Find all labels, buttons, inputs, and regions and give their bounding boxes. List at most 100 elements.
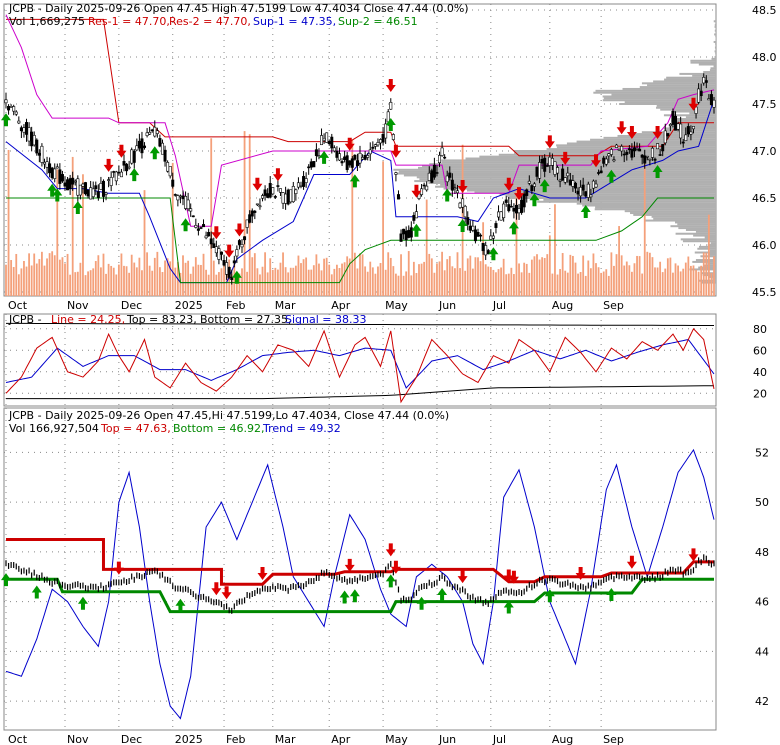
candle-body xyxy=(355,160,359,167)
profile-bar xyxy=(709,69,716,72)
candle-body xyxy=(35,139,39,154)
volume-bar xyxy=(528,272,531,296)
volume-bar xyxy=(164,260,166,296)
candle-body xyxy=(184,196,188,209)
volume-bar xyxy=(669,257,672,296)
volume-bar xyxy=(302,259,305,296)
candle-body xyxy=(202,224,206,228)
profile-bar xyxy=(619,103,716,105)
volume-bar xyxy=(487,266,490,296)
sell-arrow xyxy=(252,177,263,191)
candle-body xyxy=(509,205,513,208)
month-label: Nov xyxy=(67,733,89,745)
volume-bar xyxy=(464,270,467,296)
candle-body xyxy=(55,166,59,169)
volume-bar xyxy=(620,255,623,296)
sell-arrow xyxy=(390,560,401,574)
volume-bar xyxy=(146,252,148,296)
volume-bar xyxy=(123,265,125,296)
price-axis: 48.5 48.0 47.5 47.0 46.5 46.0 45.5 xyxy=(752,4,777,299)
buy-arrow xyxy=(580,204,591,218)
volume-bar xyxy=(117,264,120,296)
volume-bar xyxy=(56,169,59,296)
volume-bar xyxy=(700,265,703,296)
volume-bar xyxy=(518,263,520,296)
candle-body xyxy=(632,147,636,152)
candle-body xyxy=(681,141,685,144)
candle-body xyxy=(697,88,701,103)
candle-body xyxy=(556,167,560,174)
candle-body xyxy=(391,134,395,140)
volume-bar xyxy=(438,261,441,296)
trend-header-vol: Vol 166,927,504 xyxy=(9,422,99,435)
candle-body xyxy=(307,166,311,169)
profile-bar xyxy=(675,232,716,235)
volume-bar xyxy=(436,263,438,296)
volume-bar xyxy=(41,251,43,296)
volume-bar xyxy=(15,253,18,296)
volume-bar xyxy=(443,270,446,296)
candle-body xyxy=(332,147,336,152)
candle-body xyxy=(404,230,408,241)
volume-bar xyxy=(25,266,28,296)
candle-body xyxy=(686,126,690,135)
candle-body xyxy=(173,194,177,196)
candle-body xyxy=(127,166,131,169)
profile-bar xyxy=(543,198,716,201)
volume-bar xyxy=(264,252,266,296)
candle-body xyxy=(99,183,103,190)
candle-body xyxy=(522,193,526,208)
volume-bar xyxy=(89,270,92,296)
volume-bar xyxy=(654,267,656,296)
trend-tick-label: 48 xyxy=(755,546,769,559)
volume-bar xyxy=(589,268,592,296)
trend-header-bottom: Bottom = 46.92, xyxy=(173,422,265,435)
profile-bar xyxy=(622,87,716,90)
candle-body xyxy=(178,195,182,198)
profile-bar xyxy=(682,240,716,243)
candle-body xyxy=(258,205,262,208)
volume-bar xyxy=(505,274,508,296)
volume-bar xyxy=(513,274,515,296)
profile-bar xyxy=(656,106,716,109)
candle-body xyxy=(268,183,272,198)
candle-body xyxy=(579,186,583,197)
candle-body xyxy=(266,193,270,198)
month-label: Jul xyxy=(492,299,506,312)
volume-bar xyxy=(631,271,633,296)
candle-body xyxy=(530,185,534,192)
candle-body xyxy=(119,171,123,178)
buy-arrow xyxy=(129,168,140,182)
sell-arrow xyxy=(221,586,232,600)
volume-bar xyxy=(64,263,66,296)
profile-bar xyxy=(660,108,716,111)
buy-arrow xyxy=(539,179,550,193)
volume-bar xyxy=(446,259,449,296)
candle-body xyxy=(676,123,680,130)
volume-bar xyxy=(35,263,38,296)
candle-body xyxy=(645,155,649,158)
candle-body xyxy=(84,182,88,195)
volume-bar xyxy=(87,271,89,296)
candle-body xyxy=(261,195,265,199)
candle-body xyxy=(327,141,331,145)
candle-body xyxy=(617,148,621,151)
month-label: 2025 xyxy=(175,299,203,312)
volume-bar xyxy=(17,274,20,296)
volume-bar xyxy=(294,265,297,296)
volume-bar xyxy=(510,267,513,296)
volume-bar xyxy=(274,267,277,296)
candle-body xyxy=(563,177,567,183)
profile-bar xyxy=(603,97,716,100)
profile-bar xyxy=(697,247,716,250)
volume-bar xyxy=(235,275,238,296)
profile-bar xyxy=(714,33,716,36)
candlesticks xyxy=(4,73,716,285)
candle-body xyxy=(186,199,190,210)
price-tick-label: 45.5 xyxy=(752,286,777,299)
profile-bar xyxy=(647,84,716,87)
profile-bar xyxy=(694,251,716,254)
volume-bar xyxy=(66,253,69,296)
volume-bar xyxy=(369,261,372,296)
trend-header-trend: Trend = 49.32 xyxy=(262,422,341,435)
